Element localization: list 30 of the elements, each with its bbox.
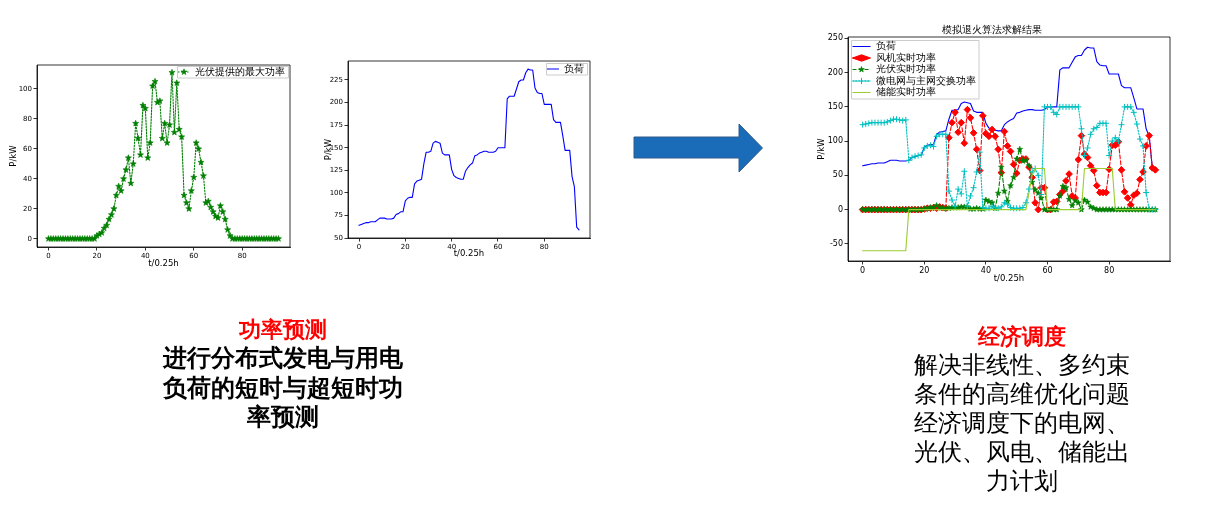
y-tick-label: 100: [827, 136, 843, 146]
text: 经济调度下的电网、光伏、风电、储能出力计划: [912, 409, 1131, 496]
x-tick-label: 80: [1104, 265, 1115, 275]
x-tick-label: 60: [1042, 265, 1053, 275]
x-tick-label: 20: [919, 265, 930, 275]
y-axis-title: P/kW: [8, 144, 19, 167]
text: 功率预测: [238, 316, 328, 344]
y-axis-title: P/kW: [816, 137, 827, 160]
chart-title: 模拟退火算法求解结果: [942, 23, 1042, 35]
y-tick-label: 50: [832, 170, 843, 180]
legend-label: 负荷: [564, 62, 584, 74]
text: 解决非线性、多约束条件的高维优化问题: [912, 351, 1131, 409]
y-tick-label: 150: [827, 101, 843, 111]
x-tick-label: 40: [980, 265, 991, 275]
legend-label: 风机实时功率: [875, 51, 936, 63]
legend-label: 负荷: [875, 40, 896, 52]
legend-label: 光伏提供的最大功率: [195, 65, 285, 77]
text: 经济调度: [976, 323, 1067, 351]
legend-label: 微电网与主网交换功率: [875, 74, 976, 86]
x-axis-title: t/0.25h: [148, 258, 179, 269]
legend-label: 光伏实时功率: [875, 63, 936, 75]
y-tick-label: 250: [827, 33, 843, 43]
y-tick-label: -50: [829, 238, 843, 248]
legend-label: 储能实时功率: [875, 86, 936, 98]
x-axis-title: t/0.25h: [453, 248, 485, 259]
y-tick-label: 0: [837, 204, 843, 214]
text: 进行分布式发电与用电负荷的短时与超短时功率预测: [162, 344, 404, 432]
x-axis-title: t/0.25h: [993, 273, 1025, 284]
x-tick-label: 0: [860, 265, 866, 275]
y-tick-label: 200: [827, 67, 843, 77]
